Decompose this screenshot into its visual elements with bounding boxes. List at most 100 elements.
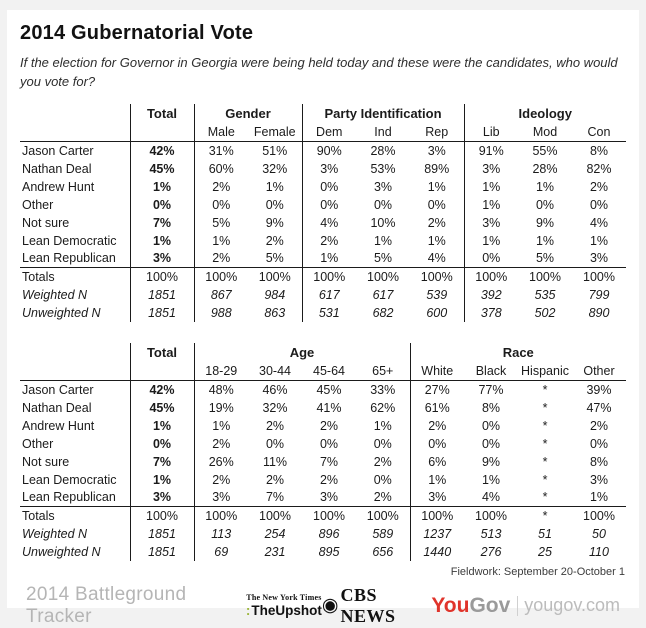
- cell-value: 51: [538, 526, 552, 541]
- table-row: Nathan Deal 45% 19% 32% 41% 62% 61% 8% * 47%: [20, 398, 626, 417]
- cell-value: 0%: [373, 472, 392, 487]
- row-label: Lean Democratic: [22, 233, 117, 248]
- cell-value: 656: [372, 544, 394, 559]
- row-label: Not sure: [22, 454, 70, 469]
- cell-value: 5%: [373, 251, 393, 266]
- cell-value: 7%: [265, 490, 285, 505]
- cell-value: 60%: [208, 161, 234, 176]
- sub-column-header: Mod: [518, 123, 572, 143]
- cell-value: 1%: [212, 418, 231, 433]
- total-value: 3%: [129, 488, 195, 507]
- cell-value: 0%: [409, 434, 464, 453]
- cell-value: 28%: [532, 161, 558, 176]
- cell-value: 45%: [316, 382, 342, 397]
- cell-value: 1%: [373, 418, 392, 433]
- sub-column-header: Female: [248, 123, 302, 143]
- cbs-eye-icon: ◉: [321, 595, 339, 617]
- cell-value: 1%: [589, 233, 609, 248]
- cell-value: *: [542, 382, 548, 397]
- sub-column-header: Ind: [356, 123, 410, 143]
- cell-value: 5%: [535, 251, 555, 266]
- cell-value: *: [542, 454, 548, 469]
- cell-value: 254: [264, 526, 286, 541]
- cell-value: 41%: [316, 400, 342, 415]
- table-row: Jason Carter 42% 48% 46% 45% 33% 27% 77% * 39%: [20, 380, 626, 399]
- cell-value: 100%: [194, 267, 248, 286]
- total-value: 42%: [129, 141, 195, 160]
- row-header-spacer: [20, 343, 130, 363]
- table-row: Andrew Hunt 1% 2% 1% 0% 3% 1% 1% 1% 2%: [20, 177, 626, 196]
- cell-value: 3%: [301, 159, 356, 178]
- nyt-upshot-logo[interactable]: The New York Times :TheUpshot: [246, 593, 322, 618]
- cell-value: 513: [480, 526, 502, 541]
- crosstab-table-age-race: Total Age Race 18-29 30-44 45-64 65+ White Black…: [20, 342, 626, 561]
- total-value: 1%: [129, 416, 195, 435]
- total-value: 1851: [129, 303, 195, 322]
- group-header: Party Identification: [301, 103, 464, 124]
- cell-value: 1%: [427, 179, 446, 194]
- table-row: Other 0% 2% 0% 0% 0% 0% 0% * 0%: [20, 434, 626, 453]
- yougov-logo[interactable]: You Gov yougov.com: [431, 594, 620, 618]
- cell-value: 10%: [370, 215, 396, 230]
- sub-column-header: 18-29: [194, 362, 248, 382]
- cell-value: 110: [589, 544, 609, 559]
- cell-value: 90%: [301, 141, 356, 160]
- sub-column-header: Hispanic: [518, 362, 572, 382]
- cell-value: 89%: [424, 161, 450, 176]
- crosstab-table: Total Gender Party Identification Ideology M…: [20, 103, 626, 322]
- sub-column-header: Male: [194, 123, 248, 143]
- cell-value: 276: [480, 544, 502, 559]
- cell-value: 3%: [212, 490, 231, 505]
- cell-value: 2%: [301, 231, 356, 250]
- cell-value: 9%: [265, 215, 284, 230]
- cell-value: 2%: [212, 179, 231, 194]
- cell-value: 895: [318, 544, 340, 559]
- cell-value: 1%: [409, 470, 464, 489]
- cell-value: 19%: [208, 400, 234, 415]
- table-row: Not sure 7% 5% 9% 4% 10% 2% 3% 9% 4%: [20, 213, 626, 232]
- cell-value: 1%: [265, 179, 284, 194]
- cbs-news-logo[interactable]: ◉ CBS NEWS: [322, 585, 431, 627]
- footer: 2014 Battleground Tracker The New York T…: [20, 584, 626, 627]
- table-row: Totals 100% 100% 100% 100% 100% 100% 100% * 100%: [20, 506, 626, 525]
- table-row: Unweighted N 1851 69 231 895 656 1440 276 25 110: [20, 542, 626, 561]
- group-header: Race: [409, 342, 626, 363]
- total-column-spacer: [129, 123, 195, 143]
- cell-value: 3%: [373, 179, 393, 194]
- cell-value: 48%: [208, 382, 234, 397]
- cell-value: 61%: [409, 398, 464, 417]
- sub-column-header: Dem: [301, 123, 356, 143]
- total-value: 45%: [129, 159, 195, 178]
- cell-value: 113: [211, 526, 232, 541]
- cell-value: 100%: [572, 506, 626, 525]
- cell-value: 100%: [302, 506, 356, 525]
- table-row: Totals 100% 100% 100% 100% 100% 100% 100% 100% 10…: [20, 267, 626, 286]
- cell-value: 1%: [427, 233, 446, 248]
- cell-value: 2%: [265, 418, 285, 433]
- cell-value: 8%: [589, 454, 609, 469]
- table-row: Weighted N 1851 867 984 617 617 539 392 535 799: [20, 285, 626, 304]
- cell-value: 617: [301, 285, 356, 304]
- sub-column-header: Rep: [410, 123, 464, 143]
- cell-value: 1%: [535, 179, 555, 194]
- cell-value: 2%: [409, 416, 464, 435]
- upshot-text: TheUpshot: [251, 602, 322, 618]
- yougov-divider: [517, 595, 519, 616]
- cell-value: 539: [426, 287, 448, 302]
- cell-value: 62%: [370, 400, 396, 415]
- table-row: Other 0% 0% 0% 0% 0% 0% 1% 0% 0%: [20, 195, 626, 214]
- cell-value: 28%: [370, 143, 396, 158]
- yougov-domain-text: yougov.com: [524, 595, 620, 616]
- total-value: 3%: [129, 249, 195, 268]
- cell-value: 3%: [589, 251, 609, 266]
- cell-value: 25: [538, 544, 552, 559]
- cell-value: 11%: [262, 454, 288, 469]
- table-row: Nathan Deal 45% 60% 32% 3% 53% 89% 3% 28% 82%: [20, 159, 626, 178]
- cell-value: 1%: [463, 231, 518, 250]
- row-header-spacer: [20, 123, 130, 143]
- sub-column-header: Lib: [463, 123, 518, 143]
- cell-value: 2%: [319, 418, 339, 433]
- row-label: Other: [22, 197, 54, 212]
- cell-value: 2%: [265, 233, 284, 248]
- row-label: Jason Carter: [22, 143, 94, 158]
